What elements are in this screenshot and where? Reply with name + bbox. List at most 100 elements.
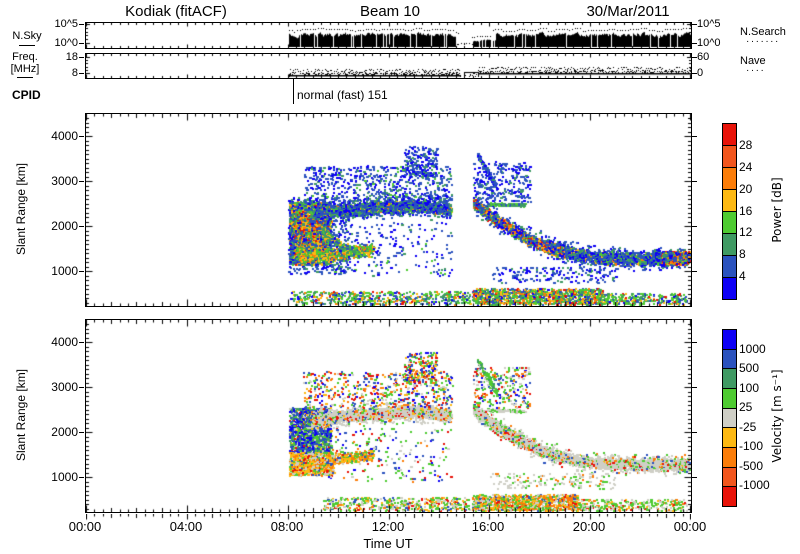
velocity-colorbar-segment <box>723 466 736 487</box>
strip-ytick-stub <box>692 43 697 44</box>
radar-site-title: Kodiak (fitACF) <box>125 3 227 20</box>
noise-ytick-label: 10^5 <box>54 18 78 30</box>
strip-ytick-stub <box>79 57 84 58</box>
nave-label: Nave <box>740 55 766 67</box>
strip-ytick-stub <box>692 24 697 25</box>
noise-strip-label: N.Sky <box>12 30 42 42</box>
power-panel <box>85 113 692 307</box>
slant-range-tick-label: 1000 <box>51 470 78 484</box>
freq-ytick-label: 8 <box>71 67 78 79</box>
power-colorbar <box>722 123 737 300</box>
velocity-scatter-canvas <box>86 320 691 512</box>
time-tick-label: 16:00 <box>471 519 505 534</box>
velocity-colorbar-segment <box>723 447 736 467</box>
freq-panel <box>85 53 692 79</box>
velocity-colorbar-tick-label: 1000 <box>739 342 766 356</box>
beam-title: Beam 10 <box>359 3 421 20</box>
power-colorbar-segment <box>723 211 736 233</box>
power-yaxis-title: Slant Range [km] <box>14 162 28 256</box>
ytick-stub <box>79 477 84 478</box>
slant-range-tick-label: 2000 <box>51 425 78 439</box>
strip-ytick-stub <box>692 73 697 74</box>
sky-noise-panel <box>85 22 692 49</box>
slant-range-tick-label: 3000 <box>51 174 78 188</box>
ytick-stub <box>692 181 697 182</box>
velocity-colorbar-segment <box>723 388 736 408</box>
strip-ytick-stub <box>79 73 84 74</box>
time-axis-label: Time UT <box>363 536 413 551</box>
sky-noise-canvas <box>86 23 691 48</box>
slant-range-tick-label: 4000 <box>51 335 78 349</box>
velocity-colorbar-segment <box>723 368 736 389</box>
velocity-colorbar-tick-label: -500 <box>739 459 764 473</box>
ytick-stub <box>692 432 697 433</box>
freq-strip-label-line1: Freq. <box>12 51 38 63</box>
date-title: 30/Mar/2011 <box>586 3 670 20</box>
velocity-colorbar-segment <box>723 407 736 428</box>
ytick-stub <box>79 226 84 227</box>
solid-line-legend-marker <box>19 45 35 46</box>
power-colorbar-segment <box>723 277 736 299</box>
strip-ytick-stub <box>79 24 84 25</box>
ytick-stub <box>79 136 84 137</box>
power-colorbar-tick-label: 28 <box>739 138 753 152</box>
freq-strip-label-line2: [MHz] <box>10 63 40 75</box>
velocity-panel <box>85 319 692 513</box>
power-colorbar-segment <box>723 189 736 211</box>
slant-range-tick-label: 4000 <box>51 129 78 143</box>
velocity-colorbar-tick-label: 100 <box>739 381 760 395</box>
strip-ytick-stub <box>692 57 697 58</box>
time-tick-label: 00:00 <box>673 519 707 534</box>
time-tick-label: 00:00 <box>68 519 102 534</box>
velocity-colorbar-segment <box>723 348 736 369</box>
time-tick-label: 20:00 <box>572 519 606 534</box>
ytick-stub <box>79 342 84 343</box>
strip-ytick-stub <box>79 43 84 44</box>
noise-ytick-label: 10^0 <box>54 37 78 49</box>
freq-canvas <box>86 54 691 78</box>
power-colorbar-segment <box>723 145 736 167</box>
nave-ytick-label: 0 <box>697 67 704 79</box>
freq-ytick-label: 18 <box>65 51 78 63</box>
velocity-colorbar-tick-label: -100 <box>739 439 764 453</box>
velocity-colorbar <box>722 329 737 507</box>
power-colorbar-tick-label: 24 <box>739 160 753 174</box>
dotted-line-legend-marker: ···· <box>746 65 766 76</box>
ytick-stub <box>79 387 84 388</box>
noise-ytick-label-right: 10^0 <box>697 37 721 49</box>
power-colorbar-tick-label: 16 <box>739 204 753 218</box>
velocity-colorbar-tick-label: 500 <box>739 361 760 375</box>
velocity-colorbar-tick-label: 25 <box>739 400 753 414</box>
power-colorbar-tick-label: 12 <box>739 225 753 239</box>
cpid-mode-text: normal (fast) 151 <box>297 88 388 102</box>
noise-ytick-label-right: 10^5 <box>697 18 721 30</box>
solid-line-legend-marker <box>17 77 33 78</box>
power-colorbar-segment <box>723 255 736 277</box>
power-colorbar-tick-label: 4 <box>739 269 746 283</box>
power-scatter-canvas <box>86 114 691 306</box>
cpid-label: CPID <box>12 88 41 102</box>
time-axis-ticks <box>86 514 691 521</box>
slant-range-tick-label: 2000 <box>51 219 78 233</box>
time-tick-label: 12:00 <box>371 519 405 534</box>
power-colorbar-tick-label: 20 <box>739 182 753 196</box>
power-colorbar-segment <box>723 233 736 255</box>
slant-range-tick-label: 3000 <box>51 380 78 394</box>
power-colorbar-segment <box>723 167 736 189</box>
nave-ytick-label: 60 <box>697 51 710 63</box>
power-colorbar-segment <box>723 124 736 145</box>
velocity-colorbar-tick-label: -1000 <box>739 478 770 492</box>
ytick-stub <box>692 136 697 137</box>
ytick-stub <box>692 387 697 388</box>
nsearch-label: N.Search <box>740 26 786 38</box>
velocity-colorbar-tick-label: -25 <box>739 420 757 434</box>
slant-range-tick-label: 1000 <box>51 264 78 278</box>
ytick-stub <box>692 477 697 478</box>
cpid-start-marker <box>293 79 294 104</box>
ytick-stub <box>79 432 84 433</box>
time-tick-label: 08:00 <box>270 519 304 534</box>
velocity-yaxis-title: Slant Range [km] <box>14 368 28 462</box>
velocity-colorbar-segment <box>723 330 736 349</box>
velocity-colorbar-segment <box>723 486 736 507</box>
